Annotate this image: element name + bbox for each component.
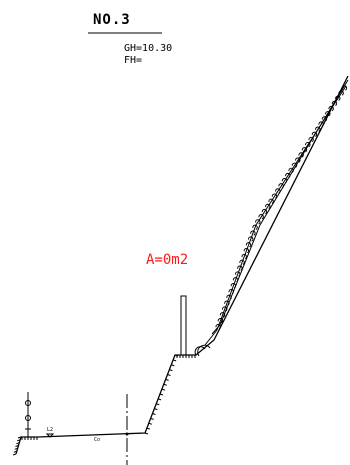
protection-scallop (219, 312, 226, 318)
hatch-tick (150, 417, 154, 420)
hatch-tick (167, 374, 171, 376)
hatch-tick (157, 398, 162, 401)
road-left-marker-label: L2 (47, 427, 53, 433)
protection-scallop (301, 147, 308, 153)
protection-scallop (241, 253, 247, 260)
protection-scallop (250, 230, 256, 236)
hatch-tick (13, 450, 17, 453)
protection-scallop (255, 219, 261, 225)
left-ground-ticks (21, 437, 38, 440)
hatch-tick (163, 383, 167, 386)
hatch-tick (154, 408, 158, 411)
hatch-tick (14, 447, 18, 450)
fh-label: FH= (124, 55, 142, 66)
protection-scallop (237, 265, 243, 271)
left-bank-hatch (12, 436, 22, 456)
pole-circle-top (25, 400, 31, 406)
protection-scallop (278, 183, 284, 189)
protection-scallop (338, 90, 344, 96)
hatch-tick (156, 403, 160, 406)
protection-scallop (228, 288, 234, 295)
protection-scallop (217, 318, 224, 324)
cut-slope-hatch (144, 354, 179, 435)
gh-label: GH=10.30 (124, 43, 172, 54)
slope-protection-outer (211, 79, 349, 335)
section-number: NO.3 (93, 12, 131, 28)
protection-scallop (230, 283, 237, 289)
hatch-tick (144, 432, 149, 435)
hatch-tick (165, 378, 169, 381)
protection-scallop (325, 111, 331, 117)
protection-scallop (308, 136, 314, 143)
protection-scallop (239, 259, 245, 265)
protection-scallop (245, 242, 252, 248)
protection-scallop (318, 121, 324, 127)
protection-scallop (295, 157, 301, 163)
center-point (125, 432, 129, 436)
protection-scallop (285, 172, 291, 179)
hatch-tick (17, 436, 22, 439)
protection-scallop (252, 224, 258, 230)
area-label: A=0m2 (146, 252, 188, 268)
protection-scallop (328, 105, 334, 112)
hatch-tick (16, 442, 20, 445)
protection-scallop (298, 152, 304, 158)
protection-scallop (311, 131, 318, 137)
hatch-tick (172, 359, 177, 362)
post-marker (180, 295, 187, 356)
hatch-tick (152, 413, 156, 415)
protection-scallop (232, 277, 239, 283)
protection-scallop (271, 193, 278, 199)
protection-scallop (268, 198, 274, 204)
protection-scallop (235, 271, 241, 277)
protection-scallop (258, 214, 264, 220)
protection-scallop (224, 300, 230, 306)
protection-scallop (335, 95, 341, 101)
protection-scallop (315, 126, 321, 132)
slope-protection-scallops (215, 85, 348, 330)
hatch-tick (171, 364, 175, 367)
hatch-tick (15, 445, 19, 447)
hatch-tick (148, 422, 152, 425)
protection-scallop (265, 203, 271, 209)
road-left-marker-symbol (45, 433, 55, 438)
road-center-marker-label: Co (94, 437, 100, 443)
protection-scallop (341, 85, 348, 91)
protection-scallop (305, 142, 311, 148)
protection-scallop (291, 162, 298, 168)
hatch-tick (159, 393, 164, 396)
hatch-tick (161, 388, 166, 391)
hatch-tick (169, 369, 173, 372)
protection-scallop (261, 208, 268, 215)
protection-scallop (243, 248, 250, 254)
protection-scallop (275, 188, 281, 194)
protection-scallop (248, 236, 254, 242)
hatch-tick (17, 439, 21, 442)
hatch-tick (12, 453, 17, 456)
pole-circle-bottom (25, 415, 31, 421)
protection-scallop (222, 306, 228, 312)
protection-scallop (288, 167, 294, 173)
toe-arc-1 (194, 346, 206, 356)
protection-scallop (281, 178, 288, 184)
slope-protection-inner (204, 85, 347, 346)
protection-scallop (331, 100, 338, 106)
hatch-tick (146, 427, 151, 430)
protection-scallop (226, 294, 232, 300)
protection-scallop (321, 116, 328, 122)
toe-arc-2 (197, 344, 211, 357)
protection-scallop (215, 323, 221, 330)
